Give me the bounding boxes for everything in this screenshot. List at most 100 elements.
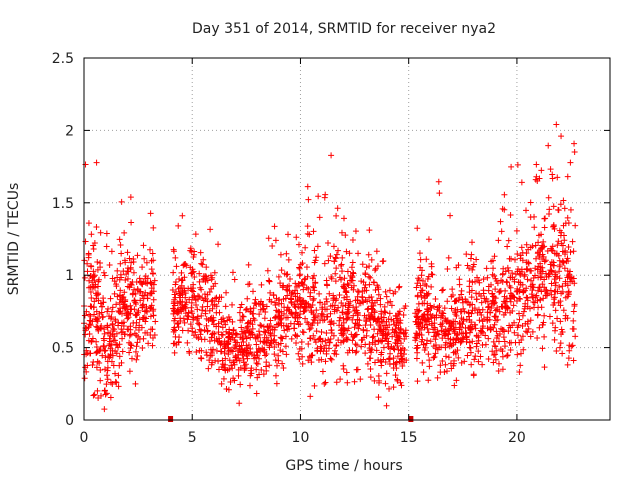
data-point	[137, 275, 143, 281]
data-point	[553, 121, 559, 127]
data-point	[352, 379, 358, 385]
data-point	[481, 276, 487, 282]
data-point	[376, 373, 382, 379]
data-point	[139, 264, 145, 270]
data-point	[237, 381, 243, 387]
data-point	[496, 361, 502, 367]
data-point	[280, 348, 286, 354]
data-point	[299, 250, 305, 256]
data-point	[273, 373, 279, 379]
data-point	[232, 277, 238, 283]
data-point	[567, 160, 573, 166]
data-point	[348, 277, 354, 283]
data-point	[444, 266, 450, 272]
data-point	[125, 249, 131, 255]
data-point	[536, 325, 542, 331]
data-point	[501, 192, 507, 198]
data-point	[416, 301, 422, 307]
data-point	[105, 306, 111, 312]
data-point	[349, 264, 355, 270]
data-point	[113, 301, 119, 307]
data-point	[221, 376, 227, 382]
data-point	[126, 349, 132, 355]
data-point	[184, 316, 190, 322]
data-point	[486, 356, 492, 362]
data-point	[307, 393, 313, 399]
data-point	[339, 268, 345, 274]
data-point	[324, 278, 330, 284]
data-point	[341, 275, 347, 281]
data-point	[104, 243, 110, 249]
data-point	[118, 242, 124, 248]
data-point	[102, 273, 108, 279]
data-point	[479, 329, 485, 335]
data-point	[523, 294, 529, 300]
data-point	[88, 295, 94, 301]
data-point	[279, 361, 285, 367]
data-point	[117, 353, 123, 359]
data-point	[174, 321, 180, 327]
data-point	[83, 162, 89, 168]
data-point	[141, 256, 147, 262]
data-point	[426, 363, 432, 369]
data-point	[524, 266, 530, 272]
x-tick-label: 20	[508, 430, 526, 446]
data-point	[323, 296, 329, 302]
data-point	[269, 243, 275, 249]
data-point	[321, 381, 327, 387]
data-point	[437, 369, 443, 375]
data-point	[172, 255, 178, 261]
data-point	[504, 243, 510, 249]
data-point	[112, 291, 118, 297]
data-point	[490, 272, 496, 278]
data-point	[220, 332, 226, 338]
data-point	[99, 304, 105, 310]
data-point	[315, 193, 321, 199]
data-point	[172, 328, 178, 334]
data-point	[352, 341, 358, 347]
data-point	[94, 259, 100, 265]
data-point	[247, 281, 253, 287]
data-point	[244, 296, 250, 302]
data-point	[449, 286, 455, 292]
data-point	[266, 278, 272, 284]
scatter-chart: Day 351 of 2014, SRMTID for receiver nya…	[0, 0, 640, 480]
data-point	[365, 361, 371, 367]
data-point	[529, 294, 535, 300]
data-point	[425, 326, 431, 332]
data-point	[542, 364, 548, 370]
data-point	[350, 260, 356, 266]
data-point	[150, 225, 156, 231]
data-point	[86, 220, 92, 226]
data-point	[501, 327, 507, 333]
data-point	[446, 255, 452, 261]
data-point	[148, 210, 154, 216]
data-point	[82, 275, 88, 281]
data-point	[267, 278, 273, 284]
data-point	[465, 262, 471, 268]
data-point	[554, 174, 560, 180]
data-point	[172, 350, 178, 356]
data-point	[344, 370, 350, 376]
data-point	[335, 205, 341, 211]
data-point	[258, 323, 264, 329]
data-point	[254, 391, 260, 397]
data-point	[184, 340, 190, 346]
data-point	[382, 381, 388, 387]
data-point	[572, 333, 578, 339]
data-point	[98, 230, 104, 236]
data-point	[101, 270, 107, 276]
data-point	[219, 381, 225, 387]
data-point	[205, 366, 211, 372]
data-point	[480, 287, 486, 293]
data-point	[117, 236, 123, 242]
data-point	[198, 356, 204, 362]
data-point	[133, 320, 139, 326]
data-point	[285, 231, 291, 237]
data-point	[275, 358, 281, 364]
data-point	[244, 356, 250, 362]
data-point	[344, 315, 350, 321]
data-point	[371, 326, 377, 332]
data-point	[102, 366, 108, 372]
data-point	[151, 297, 157, 303]
